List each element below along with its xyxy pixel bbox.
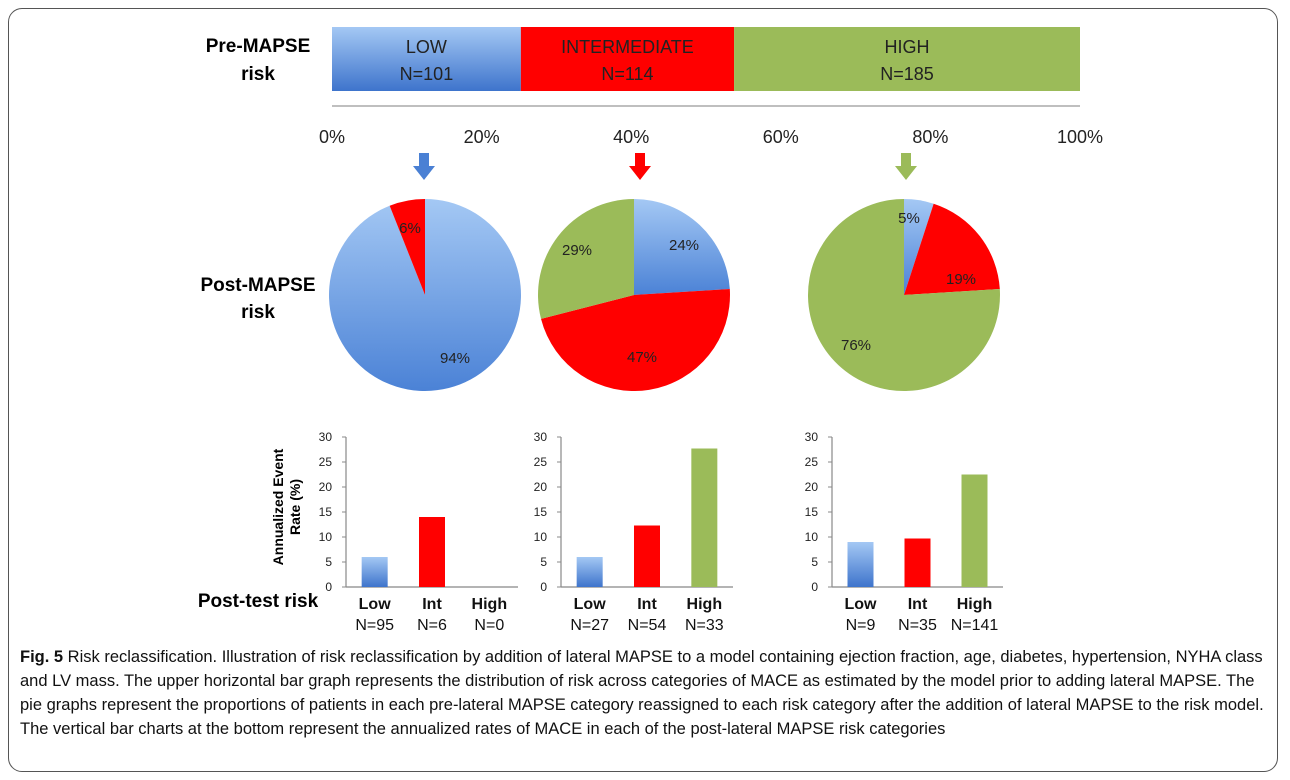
pre-axis-tick-label: 100% [1057,127,1103,147]
pie-slice [808,199,1000,391]
caption-fig-label: Fig. 5 [20,648,64,666]
pie-slice-label: 6% [399,220,421,237]
y-tick-label: 5 [540,555,547,569]
caption-text: Risk reclassification. Illustration of r… [20,648,1264,738]
pie-slice [541,288,730,391]
pre-mapse-label: Pre-MAPSE [206,36,311,57]
down-arrow-icon [895,153,917,180]
event-rate-bar [961,474,988,587]
event-rate-bar [634,525,660,587]
x-n-label: N=54 [628,617,667,634]
pre-segment-n: N=114 [601,64,653,84]
post-mapse-label-2: risk [241,302,275,323]
event-rate-bar [691,448,718,587]
figure-frame [8,8,1278,772]
event-rate-bar [904,538,931,587]
x-category-label: Int [637,596,657,613]
pre-axis-tick-label: 20% [464,127,500,147]
x-category-label: Int [908,596,928,613]
x-category-label: High [472,596,508,613]
pie-slice [904,199,934,295]
pie-slice [904,203,1000,295]
y-tick-label: 25 [319,455,333,469]
x-category-label: Low [574,596,607,613]
pie-slice [389,199,425,295]
post-mapse-pies: 94% 6% 24% 47% 29% 5% 19% 76% [329,199,1000,391]
event-rate-bar [847,542,874,587]
y-tick-label: 30 [534,430,548,444]
pie-slice-label: 29% [562,242,592,259]
x-n-label: N=33 [685,617,724,634]
x-n-label: N=141 [951,617,999,634]
figure-caption: Fig. 5 Risk reclassification. Illustrati… [20,645,1270,741]
pre-mapse-stacked-bar: LOW N=101 INTERMEDIATE N=114 HIGH N=185 0% 20% 4… [319,27,1103,147]
y-tick-label: 10 [805,530,819,544]
y-tick-label: 10 [534,530,548,544]
figure-canvas: Pre-MAPSE risk Post-MAPSE risk Post-test… [198,27,1103,634]
y-tick-label: 0 [811,580,818,594]
pre-segment-intermediate [520,27,735,91]
event-rate-bar [576,557,603,587]
x-n-label: N=27 [570,617,609,634]
pre-mapse-label-2: risk [241,64,275,85]
y-tick-label: 25 [805,455,819,469]
pre-segment-name: INTERMEDIATE [561,37,694,57]
pie-slice-label: 76% [841,337,871,354]
y-tick-label: 20 [534,480,548,494]
pie-slice-label: 5% [898,210,920,227]
post-test-risk-label: Post-test risk [198,591,319,612]
pre-axis-tick-label: 0% [319,127,345,147]
pre-axis-tick-label: 80% [912,127,948,147]
pre-segment-n: N=101 [400,64,454,84]
y-tick-label: 15 [805,505,819,519]
y-tick-label: 0 [540,580,547,594]
y-tick-label: 15 [319,505,333,519]
x-category-label: High [957,596,993,613]
pie-slice-label: 94% [440,350,470,367]
pie-slice-label: 24% [669,237,699,254]
post-mapse-label: Post-MAPSE [200,275,315,296]
category-arrows [413,153,917,180]
pie-slice-label: 19% [946,271,976,288]
x-category-label: Low [845,596,878,613]
pre-segment-low [332,27,521,91]
x-category-label: Int [422,596,442,613]
event-rate-bar [419,517,445,587]
pre-segment-name: HIGH [885,37,930,57]
y-tick-label: 30 [319,430,333,444]
pre-segment-high [734,27,1080,91]
pre-axis-tick-label: 40% [613,127,649,147]
pie-slice [538,199,634,319]
y-tick-label: 20 [319,480,333,494]
x-n-label: N=95 [355,617,394,634]
y-tick-label: 30 [805,430,819,444]
pre-segment-name: LOW [406,37,447,57]
y-tick-label: 0 [325,580,332,594]
y-tick-label: 10 [319,530,333,544]
y-tick-label: 15 [534,505,548,519]
x-category-label: Low [359,596,392,613]
down-arrow-icon [413,153,435,180]
x-n-label: N=35 [898,617,937,634]
y-axis-title-line1: Annualized Event [270,448,286,565]
x-category-label: High [687,596,723,613]
y-tick-label: 5 [325,555,332,569]
x-n-label: N=0 [474,617,504,634]
down-arrow-icon [629,153,651,180]
y-tick-label: 25 [534,455,548,469]
pie-slice-label: 47% [627,349,657,366]
y-axis-title-line2: Rate (%) [287,479,303,535]
pre-segment-n: N=185 [880,64,934,84]
event-rate-bar-charts: 051015202530LowN=95IntN=6HighN=005101520… [319,430,1003,634]
pre-axis-tick-label: 60% [763,127,799,147]
pie-slice [634,199,730,295]
x-n-label: N=6 [417,617,447,634]
y-tick-label: 20 [805,480,819,494]
event-rate-bar [361,557,388,587]
y-tick-label: 5 [811,555,818,569]
x-n-label: N=9 [846,617,876,634]
